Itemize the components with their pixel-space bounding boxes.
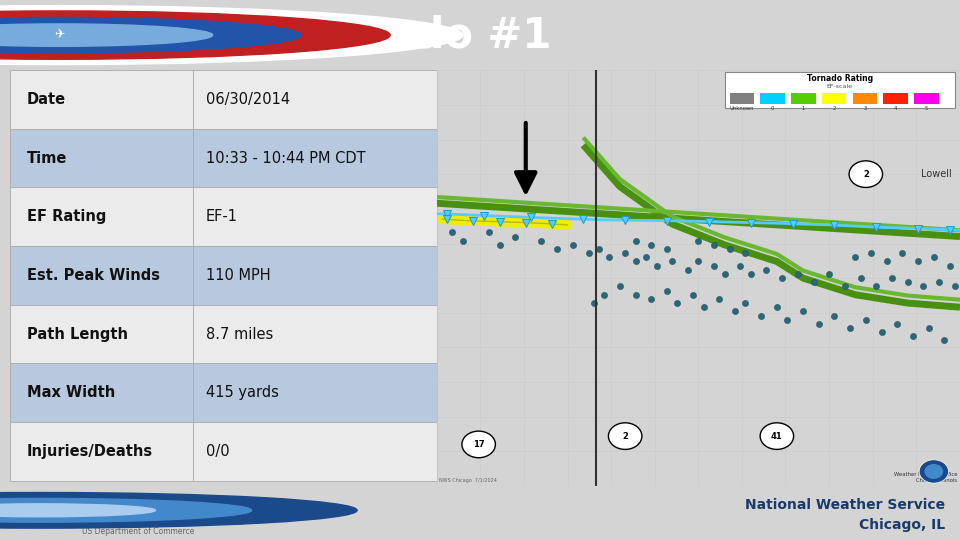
Circle shape	[0, 17, 301, 53]
Bar	[10, 363, 437, 422]
Bar	[10, 246, 437, 305]
Text: Unknown: Unknown	[730, 106, 755, 111]
Bar	[791, 93, 816, 104]
Text: 2: 2	[622, 431, 628, 441]
Circle shape	[0, 24, 213, 46]
Text: 10:33 - 10:44 PM CDT: 10:33 - 10:44 PM CDT	[206, 151, 366, 166]
Text: 2: 2	[832, 106, 836, 111]
Circle shape	[462, 431, 495, 458]
Bar	[725, 72, 955, 107]
Text: Chicago, IL: Chicago, IL	[859, 518, 946, 532]
Text: 0/0: 0/0	[206, 444, 229, 459]
Bar	[822, 93, 847, 104]
Text: 06/30/2014: 06/30/2014	[206, 92, 290, 107]
Text: 17: 17	[473, 440, 485, 449]
Text: 0: 0	[771, 106, 775, 111]
Bar	[10, 70, 437, 129]
Circle shape	[0, 504, 156, 517]
Text: 8.7 miles: 8.7 miles	[206, 327, 274, 341]
Circle shape	[0, 498, 252, 522]
Bar	[10, 305, 437, 363]
Bar	[730, 93, 755, 104]
Text: 110 MPH: 110 MPH	[206, 268, 271, 283]
Text: Tornado Rating: Tornado Rating	[806, 75, 873, 83]
Bar	[883, 93, 908, 104]
Circle shape	[0, 492, 357, 528]
Text: Path Length: Path Length	[27, 327, 128, 341]
Text: Lowell: Lowell	[922, 169, 952, 179]
Text: Injuries/Deaths: Injuries/Deaths	[27, 444, 153, 459]
Circle shape	[609, 423, 642, 449]
Bar	[10, 129, 437, 187]
Text: US Department of Commerce: US Department of Commerce	[82, 527, 194, 536]
Text: 2: 2	[863, 170, 869, 179]
Text: EF-scale: EF-scale	[827, 84, 852, 89]
Circle shape	[924, 464, 944, 479]
Text: Lowell Tornado #1: Lowell Tornado #1	[120, 14, 551, 56]
Text: Est. Peak Winds: Est. Peak Winds	[27, 268, 159, 283]
Bar	[852, 93, 877, 104]
Text: Date: Date	[27, 92, 66, 107]
Text: 41: 41	[771, 431, 782, 441]
Text: Time: Time	[27, 151, 67, 166]
Circle shape	[919, 460, 948, 483]
Text: NWS Chicago  7/1/2024: NWS Chicago 7/1/2024	[440, 478, 497, 483]
Text: 1: 1	[802, 106, 805, 111]
Circle shape	[0, 5, 463, 65]
Text: Weather Forecast Office
Chicago, Illinois: Weather Forecast Office Chicago, Illinoi…	[894, 472, 957, 483]
Circle shape	[0, 11, 390, 59]
Text: EF-1: EF-1	[206, 210, 238, 224]
Bar	[914, 93, 939, 104]
Text: 4: 4	[894, 106, 898, 111]
Text: Max Width: Max Width	[27, 385, 115, 400]
Text: EF Rating: EF Rating	[27, 210, 106, 224]
Text: Atmospheric Administration: Atmospheric Administration	[82, 512, 257, 522]
Text: National Oceanic and: National Oceanic and	[82, 497, 214, 507]
Bar	[10, 187, 437, 246]
Text: 3: 3	[863, 106, 867, 111]
Circle shape	[849, 161, 882, 187]
Bar	[10, 422, 437, 481]
Text: ✈: ✈	[55, 29, 64, 42]
Text: 5: 5	[924, 106, 928, 111]
Bar	[760, 93, 785, 104]
Text: 415 yards: 415 yards	[206, 385, 279, 400]
Circle shape	[760, 423, 794, 449]
Text: National Weather Service: National Weather Service	[746, 498, 946, 512]
